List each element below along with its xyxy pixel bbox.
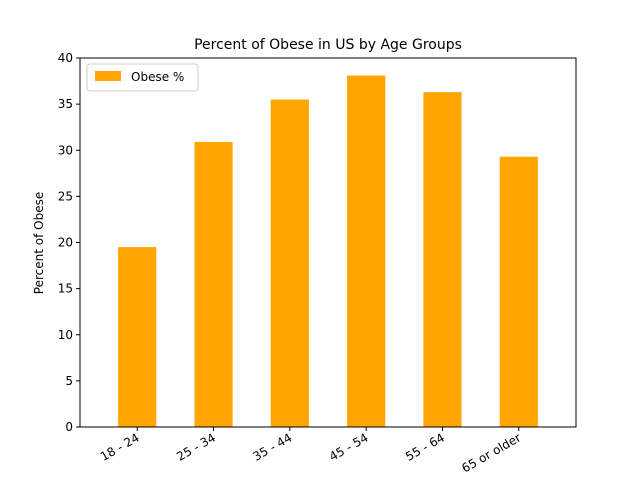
y-tick-label-0: 0 bbox=[65, 420, 73, 434]
legend-label-obese: Obese % bbox=[131, 70, 184, 84]
y-axis-label: Percent of Obese bbox=[32, 192, 46, 294]
bar-2 bbox=[270, 99, 309, 427]
y-tick-label-6: 30 bbox=[58, 143, 73, 157]
bar-4 bbox=[423, 92, 462, 427]
y-tick-label-3: 15 bbox=[58, 282, 73, 296]
y-tick-label-8: 40 bbox=[58, 51, 73, 65]
y-tick-label-2: 10 bbox=[58, 328, 73, 342]
legend-swatch-obese bbox=[95, 71, 121, 81]
y-tick-label-4: 20 bbox=[58, 236, 73, 250]
bar-5 bbox=[499, 156, 538, 427]
legend: Obese % bbox=[86, 63, 199, 92]
bar-3 bbox=[347, 75, 386, 427]
y-tick-label-1: 5 bbox=[65, 374, 73, 388]
y-tick-label-7: 35 bbox=[58, 97, 73, 111]
bars-layer bbox=[118, 75, 538, 427]
legend-frame bbox=[86, 63, 199, 92]
bar-0 bbox=[118, 247, 157, 427]
bar-1 bbox=[194, 141, 233, 427]
chart-title: Percent of Obese in US by Age Groups bbox=[194, 37, 462, 53]
y-tick-label-5: 25 bbox=[58, 189, 73, 203]
